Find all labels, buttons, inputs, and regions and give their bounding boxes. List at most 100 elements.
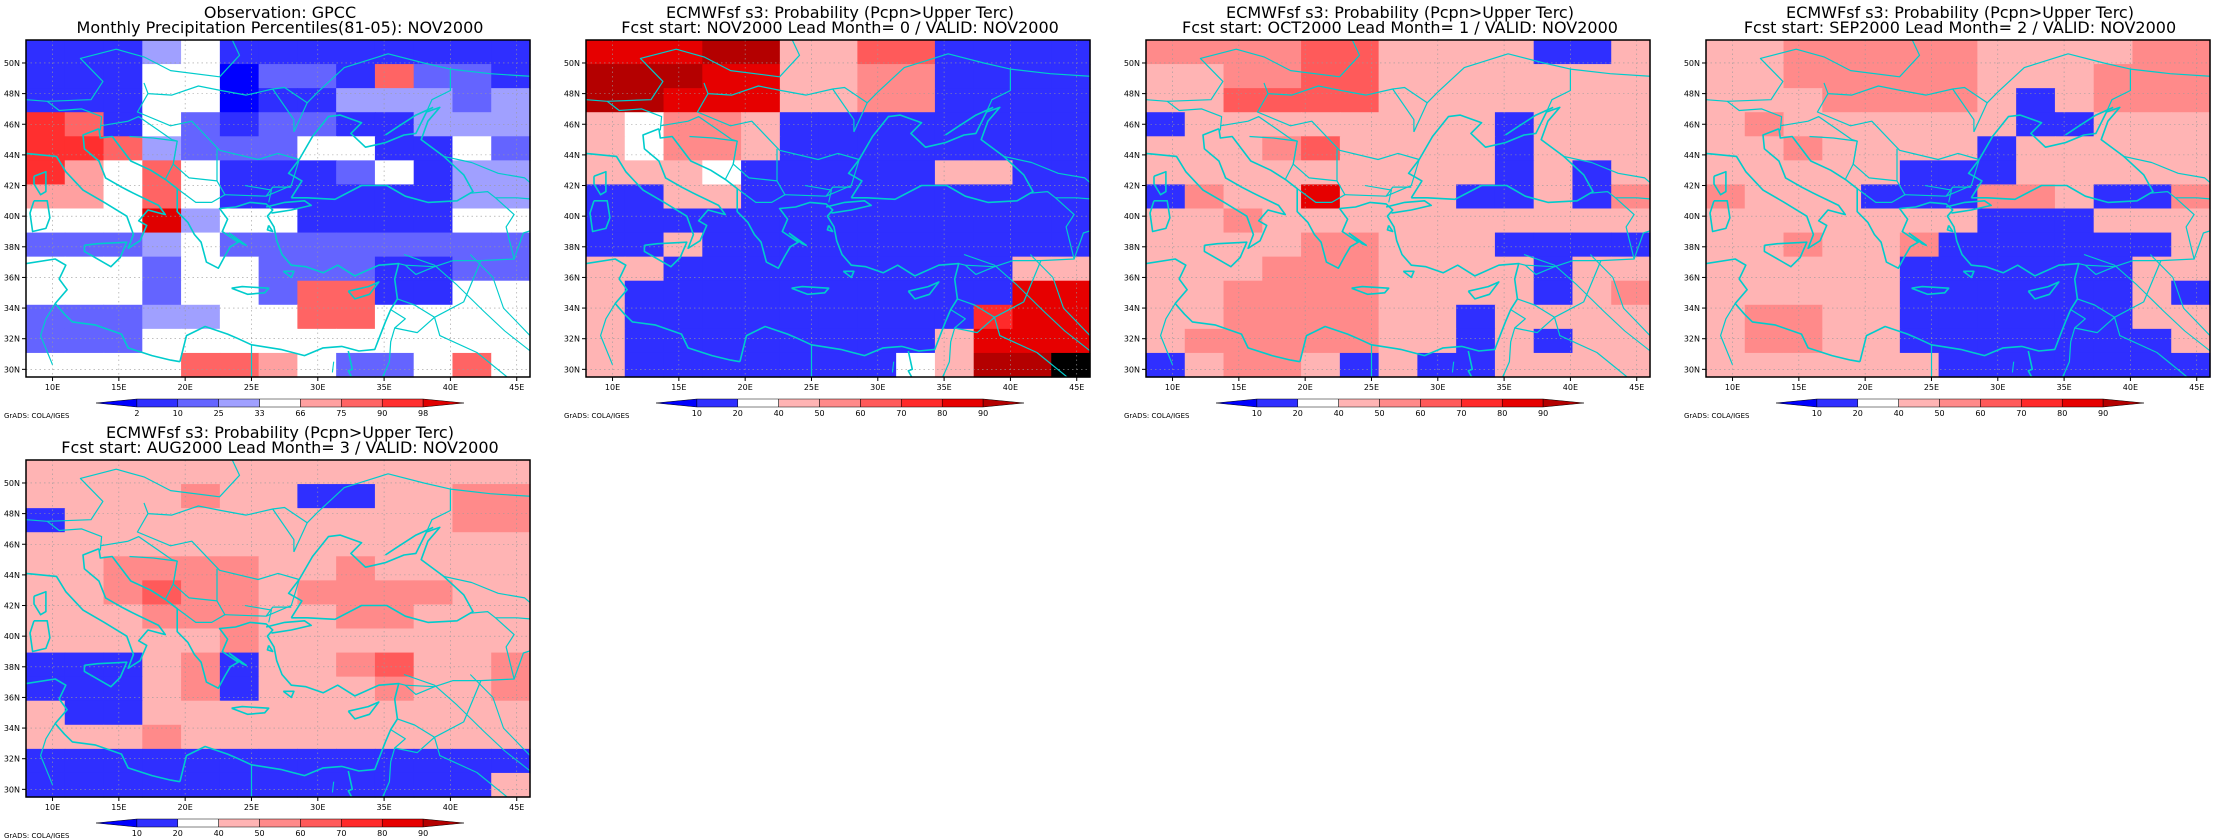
country-border xyxy=(47,40,241,102)
grid-cell xyxy=(1339,208,1380,234)
grid-cell xyxy=(258,40,298,65)
grid-cell xyxy=(1378,88,1418,113)
grid-cell xyxy=(818,304,858,330)
grid-cell xyxy=(1417,352,1457,378)
legend-swatch xyxy=(1256,398,1299,408)
grid-cell xyxy=(1494,136,1535,161)
grid-cell xyxy=(413,772,454,798)
grid-cell xyxy=(741,40,781,65)
river xyxy=(1364,184,1392,203)
grid-cell xyxy=(297,556,337,581)
grid-cell xyxy=(1899,304,1940,330)
grid-cell xyxy=(857,184,897,210)
grid-cell xyxy=(181,700,221,726)
grid-cell xyxy=(2171,112,2211,137)
grid-cell xyxy=(1146,64,1186,89)
grid-cell xyxy=(1899,256,1940,282)
grid-cell xyxy=(181,40,221,65)
coastline xyxy=(1504,106,1554,136)
grid-cell xyxy=(779,160,820,186)
grid-cell xyxy=(779,136,820,161)
island-coastline xyxy=(589,200,611,233)
grid-cell xyxy=(181,460,221,485)
country-border xyxy=(2123,155,2210,200)
grid-cell xyxy=(741,208,781,234)
grid-cell xyxy=(934,352,975,378)
grid-cell xyxy=(336,652,376,678)
lat-tick-label: 44N xyxy=(1684,151,1700,160)
grid-cell xyxy=(702,40,742,65)
lat-tick-label: 36N xyxy=(1684,273,1700,282)
grid-cell xyxy=(219,676,260,702)
grid-cell xyxy=(103,328,143,354)
country-border xyxy=(443,575,530,620)
grid-cell xyxy=(26,232,66,258)
grid-cell xyxy=(26,748,66,774)
grid-cell xyxy=(1783,280,1823,306)
grid-cell xyxy=(2171,352,2211,378)
grid-cell xyxy=(103,508,143,533)
grid-cell xyxy=(491,184,531,210)
island-coastline xyxy=(842,270,855,279)
coastline xyxy=(825,200,872,214)
country-border xyxy=(784,159,860,197)
grid-cell xyxy=(452,508,492,533)
grid-cell xyxy=(297,484,337,509)
grid-cell xyxy=(336,64,376,89)
grid-cell xyxy=(1051,40,1091,65)
legend-swatch xyxy=(1898,398,1940,408)
grid-cell xyxy=(2054,40,2095,65)
grid-cell xyxy=(1783,304,1823,330)
legend-label: 70 xyxy=(1456,409,1466,418)
grid-cell xyxy=(452,580,492,606)
country-border xyxy=(1344,159,1420,197)
island-coastline xyxy=(33,170,47,196)
grid-cell xyxy=(741,304,781,330)
coastline xyxy=(658,128,960,362)
grid-cell xyxy=(2016,304,2056,330)
grid-cell xyxy=(1744,160,1785,186)
grid-cell xyxy=(1938,304,1978,330)
coastline xyxy=(26,548,167,670)
country-border xyxy=(586,99,663,131)
legend-label: 90 xyxy=(1538,409,1548,418)
grid-cell xyxy=(374,580,415,606)
legend-label: 50 xyxy=(1374,409,1384,418)
grid-cell xyxy=(491,772,531,798)
legend-swatch xyxy=(95,398,138,408)
color-legend: 10 20 40 50 60 70 80 90 xyxy=(1215,398,1585,418)
grid-cell xyxy=(336,88,376,113)
grid-cell xyxy=(374,40,415,65)
river xyxy=(469,254,530,337)
grid-cell xyxy=(2054,64,2095,89)
grid-cell xyxy=(779,208,820,234)
grid-cell xyxy=(1861,136,1901,161)
country-border xyxy=(1503,309,1526,375)
lon-tick-label: 15E xyxy=(1231,383,1246,392)
grid-cell xyxy=(413,580,454,606)
country-border xyxy=(1167,40,1361,102)
grid-cell xyxy=(374,556,415,581)
grid-cell xyxy=(624,328,665,354)
grid-cell xyxy=(1572,352,1612,378)
grid-cell xyxy=(1417,280,1457,306)
grid-cell xyxy=(452,304,492,330)
country-border xyxy=(2130,68,2210,77)
grid-cell xyxy=(413,208,454,234)
grid-cell xyxy=(181,772,221,798)
grid-cell xyxy=(64,40,105,65)
country-border xyxy=(136,93,300,161)
grid-cell xyxy=(1572,64,1612,89)
grid-cell xyxy=(1611,40,1651,65)
lat-tick-label: 48N xyxy=(4,90,20,99)
grid-cell xyxy=(1744,208,1785,234)
grid-cell xyxy=(1417,64,1457,89)
grid-cell xyxy=(1572,280,1612,306)
grid-cell xyxy=(2054,352,2095,378)
grid-cell xyxy=(219,208,260,234)
grid-cell xyxy=(2132,232,2172,258)
country-border xyxy=(689,135,738,180)
grid-cell xyxy=(336,208,376,234)
grid-cell xyxy=(779,280,820,306)
legend-label: 10 xyxy=(1812,409,1822,418)
